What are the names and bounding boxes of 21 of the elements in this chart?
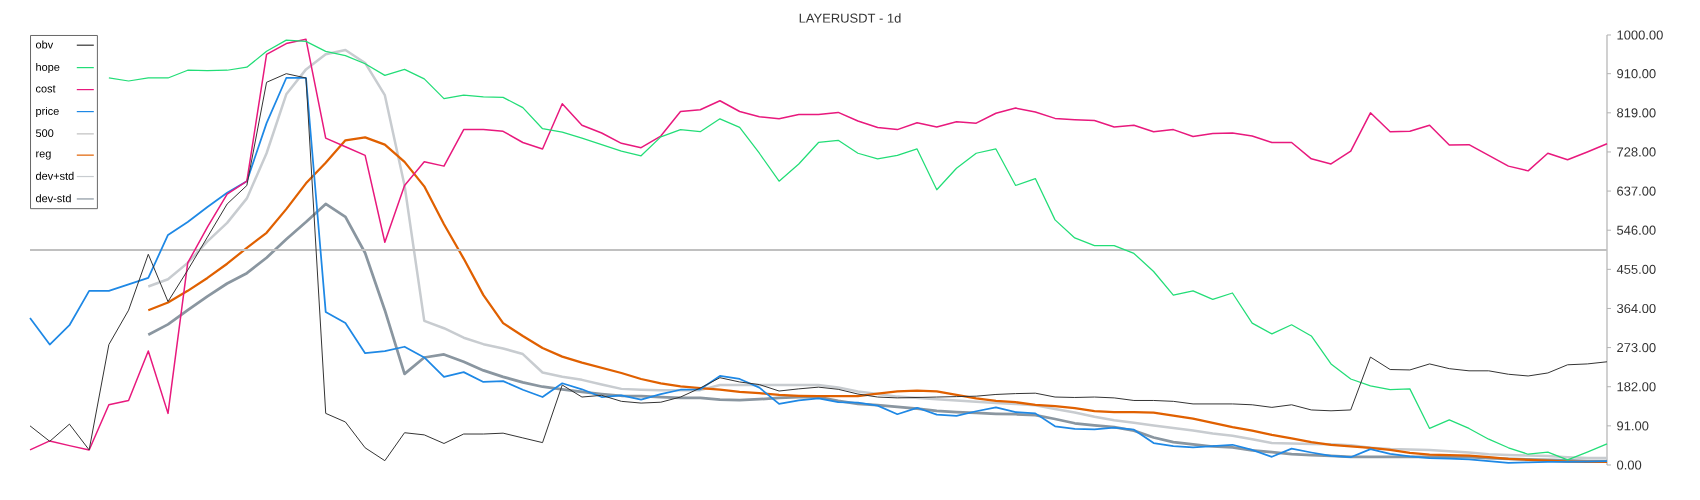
y-tick-label: 273.00 [1617,343,1656,353]
y-tick-label: 910.00 [1617,69,1656,79]
y-tick-label: 455.00 [1616,264,1656,274]
y-tick-label: 728.00 [1617,147,1656,157]
y-tick-label: 637.00 [1617,186,1656,196]
legend-label: 500 [35,129,54,138]
y-tick-label: 91.00 [1617,421,1649,431]
y-tick-label: 546.00 [1617,225,1656,235]
y-tick-label: 364.00 [1617,303,1656,314]
legend-label: cost [35,85,56,93]
legend-label: reg [36,151,51,160]
y-tick-label: 1000.00 [1617,30,1663,40]
y-tick-label: 182.00 [1617,382,1656,392]
legend-label: price [36,106,59,118]
y-tick-label: 819.00 [1617,108,1656,118]
y-tick-label: 0.00 [1617,460,1642,470]
legend-label: dev-std [35,194,71,203]
chart-title: LAYERUSDT - 1d [799,13,901,23]
legend-label: hope [36,62,60,74]
legend-label: obv [35,40,54,49]
legend-label: dev+std [35,171,74,180]
